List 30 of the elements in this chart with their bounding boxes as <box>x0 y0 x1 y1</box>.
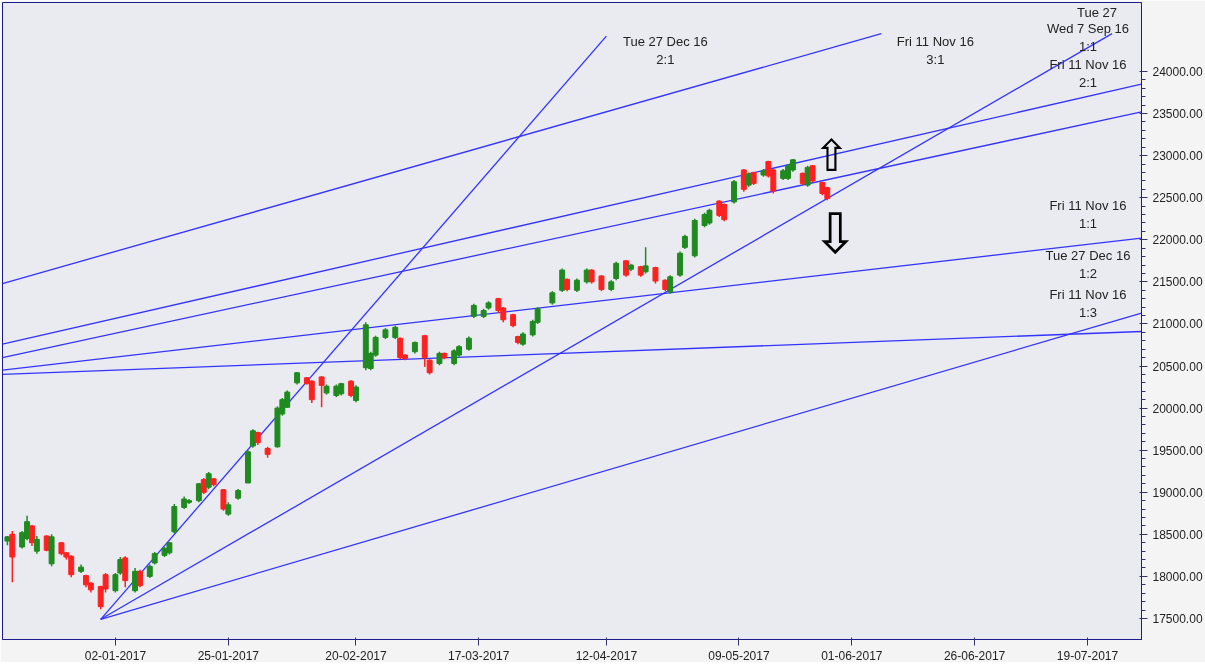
annotation: Tue 27 Dec 16 2:1 <box>623 33 708 67</box>
x-tick-label: 17-03-2017 <box>448 648 510 663</box>
x-tick-label: 02-01-2017 <box>84 648 147 663</box>
y-tick-label: 21000.00 <box>1152 317 1203 332</box>
y-tick-label: 20000.00 <box>1152 401 1203 416</box>
annotation: ⇩ <box>811 201 859 267</box>
y-tick-label: 23000.00 <box>1152 149 1203 164</box>
y-tick-label: 20500.00 <box>1152 359 1203 374</box>
y-tick-label: 21500.00 <box>1152 275 1203 290</box>
x-tick-label: 12-04-2017 <box>575 648 638 663</box>
x-tick-label: 25-01-2017 <box>197 648 260 663</box>
annotation: Fri 11 Nov 16 3:1 <box>896 33 974 67</box>
annotation: Tue 27 <box>1077 4 1118 20</box>
x-tick-label: 26-06-2017 <box>943 648 1006 663</box>
x-tick-label: 20-02-2017 <box>325 648 387 663</box>
y-tick-label: 17500.00 <box>1152 611 1203 626</box>
y-tick-label: 22500.00 <box>1152 191 1203 206</box>
annotation: Tue 27 Dec 16 1:2 <box>1045 248 1131 282</box>
x-tick-label: 19-07-2017 <box>1056 648 1119 663</box>
annotation: Fri 11 Nov 16 1:1 <box>1049 198 1127 232</box>
y-tick-label: 22000.00 <box>1152 233 1203 248</box>
y-tick-label: 23500.00 <box>1152 107 1203 122</box>
y-tick-label: 19000.00 <box>1152 485 1203 500</box>
y-tick-label: 19500.00 <box>1152 443 1203 458</box>
y-tick-label: 18000.00 <box>1152 569 1203 584</box>
y-tick-label: 24000.00 <box>1152 65 1203 79</box>
x-tick-label: 01-06-2017 <box>821 648 883 663</box>
y-tick-label: 18500.00 <box>1152 527 1203 542</box>
x-tick-label: 09-05-2017 <box>708 648 770 663</box>
annotation: Fri 11 Nov 16 1:3 <box>1049 286 1127 320</box>
